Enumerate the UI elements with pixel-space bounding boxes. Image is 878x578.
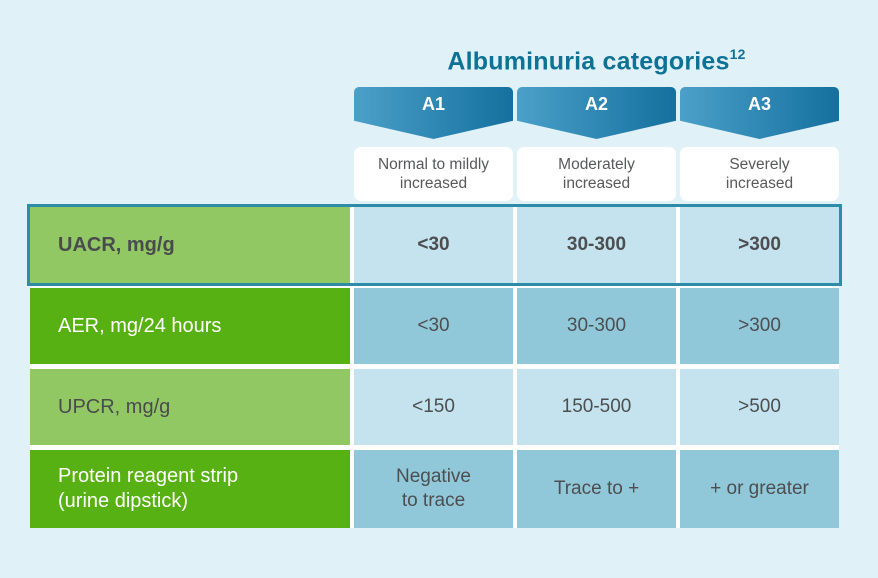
cell-upcr-a3: >500 [680,369,839,445]
band-a1-label: A1 [421,93,445,114]
description-a1: Normal to mildly increased [354,147,513,201]
cell-aer-a1: <30 [354,288,513,364]
table-body: UACR, mg/g <30 30-300 >300 AER, mg/24 ho… [30,207,839,528]
title-row: Albuminuria categories12 [30,40,839,75]
table-row-upcr: UPCR, mg/g <150 150-500 >500 [30,369,839,445]
table-row-uacr: UACR, mg/g <30 30-300 >300 [30,207,839,283]
page-title-text: Albuminuria categories [447,47,730,76]
row-label-upcr: UPCR, mg/g [30,369,350,445]
category-band-a1: A1 [354,87,513,139]
table-row-aer: AER, mg/24 hours <30 30-300 >300 [30,288,839,364]
page-title: Albuminuria categories12 [354,40,839,76]
cell-uacr-a1: <30 [354,207,513,283]
cell-aer-a2: 30-300 [517,288,676,364]
highlighted-row-uacr: UACR, mg/g <30 30-300 >300 [30,207,839,283]
description-a2: Moderately increased [517,147,676,201]
cell-aer-a3: >300 [680,288,839,364]
cell-upcr-a2: 150-500 [517,369,676,445]
category-band-a2: A2 [517,87,676,139]
category-bands-row: A1 A2 A3 [30,87,839,139]
band-a2-label: A2 [584,93,608,114]
description-a3: Severely increased [680,147,839,201]
cell-protein-a3: + or greater [680,450,839,528]
table-row-protein-strip: Protein reagent strip (urine dipstick) N… [30,450,839,528]
cell-protein-a1: Negative to trace [354,450,513,528]
category-band-a3: A3 [680,87,839,139]
band-a3-label: A3 [747,93,771,114]
row-label-uacr: UACR, mg/g [30,207,350,283]
cell-uacr-a2: 30-300 [517,207,676,283]
table-content: Albuminuria categories12 A1 A2 A3 Normal… [30,40,839,528]
cell-upcr-a1: <150 [354,369,513,445]
category-descriptions-row: Normal to mildly increased Moderately in… [30,147,839,201]
cell-protein-a2: Trace to + [517,450,676,528]
row-label-aer: AER, mg/24 hours [30,288,350,364]
title-superscript: 12 [729,46,746,62]
row-label-protein-strip: Protein reagent strip (urine dipstick) [30,450,350,528]
cell-uacr-a3: >300 [680,207,839,283]
